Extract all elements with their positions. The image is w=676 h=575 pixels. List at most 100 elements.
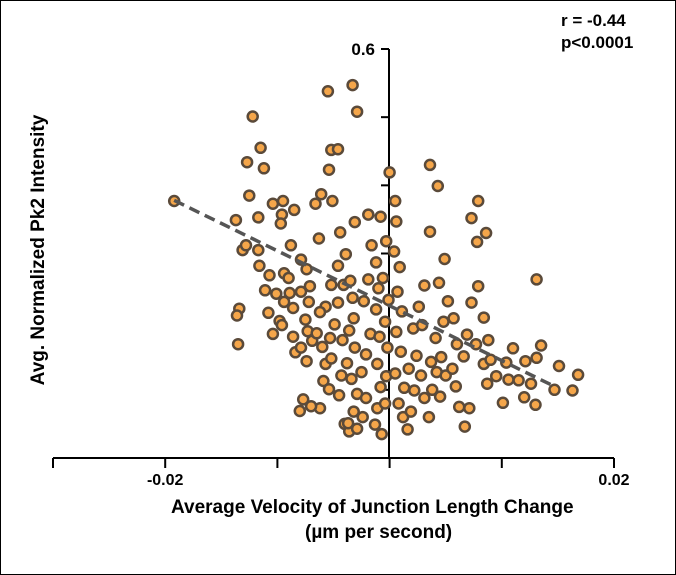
- data-point: [284, 239, 298, 252]
- correlation-coefficient: r = -0.44: [561, 11, 626, 30]
- x-axis-unit: (µm per second): [305, 522, 453, 543]
- data-point: [484, 353, 497, 367]
- data-point: [331, 259, 345, 273]
- axis-ticks: [52, 48, 615, 468]
- data-point: [296, 393, 310, 406]
- data-point: [303, 279, 317, 293]
- data-point: [276, 194, 290, 208]
- data-point: [266, 197, 280, 210]
- data-point: [243, 189, 256, 202]
- data-point: [258, 284, 272, 297]
- data-point: [397, 381, 411, 395]
- data-point: [342, 324, 356, 337]
- data-point: [348, 215, 362, 229]
- data-point: [257, 162, 271, 175]
- data-point: [270, 287, 283, 300]
- data-point: [566, 384, 579, 397]
- data-point: [309, 197, 322, 210]
- data-point: [322, 163, 336, 176]
- data-point: [331, 296, 345, 309]
- data-point: [282, 271, 295, 285]
- y-tick-label: 0.6: [351, 40, 375, 59]
- data-point: [552, 359, 566, 373]
- data-point: [239, 239, 253, 252]
- data-point: [465, 211, 478, 225]
- data-point: [571, 368, 585, 382]
- data-point: [372, 282, 385, 295]
- data-point: [253, 259, 266, 273]
- data-point: [402, 362, 415, 375]
- tick-labels: -0.02 0.02 0.6: [147, 40, 630, 489]
- data-point: [374, 380, 387, 394]
- data-point: [339, 247, 353, 261]
- data-point: [530, 273, 543, 286]
- x-axis-label: Average Velocity of Junction Length Chan…: [171, 497, 574, 518]
- data-point: [348, 341, 362, 354]
- data-point: [387, 245, 401, 258]
- data-point: [446, 362, 459, 375]
- data-point: [373, 330, 386, 343]
- p-value: p<0.0001: [561, 33, 634, 52]
- data-point: [517, 391, 531, 404]
- data-point: [359, 348, 373, 361]
- data-point: [390, 325, 403, 339]
- data-point: [401, 423, 414, 436]
- data-point: [240, 155, 254, 169]
- data-point: [326, 194, 339, 208]
- data-point: [229, 213, 243, 227]
- data-point: [336, 333, 349, 347]
- data-point: [341, 416, 355, 430]
- data-point: [332, 389, 346, 402]
- data-point: [482, 333, 495, 347]
- data-point: [502, 373, 515, 386]
- data-point: [346, 78, 359, 92]
- data-point: [293, 404, 307, 418]
- data-point: [437, 315, 450, 328]
- data-point: [423, 158, 437, 172]
- data-point: [378, 315, 392, 328]
- data-point: [362, 208, 375, 221]
- data-point: [506, 342, 520, 355]
- data-point: [331, 142, 345, 156]
- data-point: [286, 330, 300, 343]
- data-point: [383, 166, 396, 179]
- data-point: [394, 345, 408, 358]
- data-point: [424, 355, 438, 369]
- data-point: [359, 391, 373, 405]
- data-point: [548, 383, 561, 397]
- data-point: [429, 331, 442, 345]
- data-point: [304, 399, 318, 413]
- data-point: [328, 318, 341, 331]
- data-point: [287, 203, 301, 217]
- data-point: [299, 313, 312, 326]
- data-point: [457, 350, 470, 363]
- data-point: [274, 217, 288, 230]
- data-point: [496, 396, 510, 410]
- data-point: [312, 232, 326, 245]
- data-point: [489, 369, 503, 383]
- data-point: [357, 294, 371, 308]
- data-point: [262, 306, 275, 320]
- data-point: [441, 294, 455, 308]
- data-point: [335, 369, 348, 382]
- data-point: [463, 401, 476, 415]
- data-point: [356, 410, 369, 424]
- data-point: [310, 327, 323, 340]
- data-point: [452, 400, 466, 414]
- data-point: [477, 311, 491, 324]
- data-point: [534, 339, 548, 352]
- data-point: [519, 354, 532, 368]
- data-point: [471, 279, 485, 293]
- data-point: [321, 85, 335, 98]
- data-point: [378, 397, 392, 410]
- data-point: [529, 398, 542, 412]
- data-point: [434, 350, 448, 364]
- data-point: [379, 234, 393, 248]
- data-point: [450, 337, 464, 351]
- data-point: [371, 357, 384, 371]
- data-point: [325, 278, 338, 292]
- data-point: [470, 235, 484, 249]
- data-points: [167, 78, 585, 441]
- data-point: [340, 356, 354, 370]
